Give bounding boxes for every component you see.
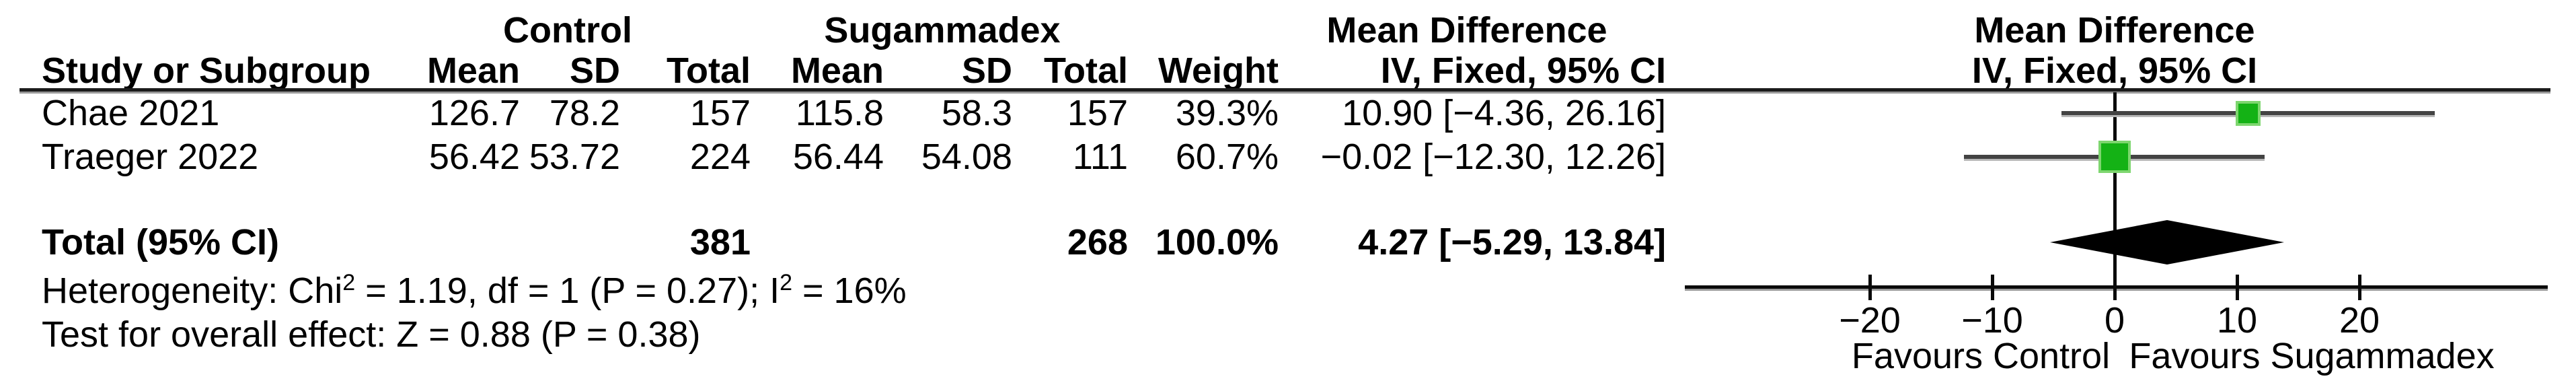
heterogeneity-line: Heterogeneity: Chi2 = 1.19, df = 1 (P = … (42, 270, 907, 311)
axis-tick-label: 20 (2339, 300, 2380, 341)
row-weight: 60.7% (1175, 137, 1279, 177)
col-header-study: Study or Subgroup (42, 50, 371, 91)
row-mean-sugammadex: 56.44 (792, 137, 884, 177)
col-header-weight: Weight (1158, 50, 1279, 91)
row-weight: 39.3% (1175, 93, 1279, 133)
group-header-md-text: Mean Difference (1326, 10, 1607, 50)
row-mean-control: 126.7 (428, 93, 520, 133)
effect-square (2098, 141, 2131, 173)
col-header-total-sugammadex: Total (1044, 50, 1128, 91)
axis-tick-mark (2236, 275, 2239, 300)
favours-left-label: Favours Control (1851, 336, 2111, 376)
row-ci-estimate: −0.02 [−12.30, 12.26] (1320, 137, 1666, 177)
total-n-control: 381 (689, 222, 751, 262)
zero-effect-line (2113, 92, 2117, 300)
row-sd-control: 53.72 (529, 137, 620, 177)
chi-squared-superscript: 2 (342, 270, 356, 295)
axis-tick-label: −20 (1839, 300, 1901, 341)
axis-tick-mark (2358, 275, 2361, 300)
group-header-md-plot: Mean Difference (1974, 10, 2255, 50)
i-squared-superscript: 2 (780, 270, 793, 295)
header-rule (20, 88, 2550, 92)
group-header-sugammadex: Sugammadex (824, 10, 1061, 50)
axis-tick-label: 0 (2104, 300, 2125, 341)
col-header-sd-control: SD (569, 50, 620, 91)
row-total-sugammadex: 157 (1067, 93, 1128, 133)
row-total-control: 157 (689, 93, 751, 133)
group-header-control: Control (503, 10, 632, 50)
axis-tick-label: 10 (2216, 300, 2258, 341)
axis-tick-mark (2113, 275, 2117, 300)
row-sd-control: 78.2 (549, 93, 620, 133)
total-weight: 100.0% (1155, 222, 1279, 262)
total-ci-estimate: 4.27 [−5.29, 13.84] (1358, 222, 1666, 262)
row-sd-sugammadex: 54.08 (921, 137, 1012, 177)
axis-tick-mark (1991, 275, 1994, 300)
col-header-total-control: Total (667, 50, 751, 91)
row-ci-estimate: 10.90 [−4.36, 26.16] (1342, 93, 1666, 133)
col-header-ci-plot: IV, Fixed, 95% CI (1971, 50, 2258, 91)
row-mean-sugammadex: 115.8 (795, 93, 884, 133)
row-total-control: 224 (689, 137, 751, 177)
header-rule-shadow (20, 92, 2550, 94)
effect-square (2235, 100, 2261, 126)
row-sd-sugammadex: 58.3 (941, 93, 1012, 133)
favours-right-label: Favours Sugammadex (2129, 336, 2495, 376)
overall-effect-line: Test for overall effect: Z = 0.88 (P = 0… (42, 314, 701, 355)
col-header-sd-sugammadex: SD (961, 50, 1012, 91)
row-study-name: Traeger 2022 (42, 137, 259, 177)
total-n-sugammadex: 268 (1067, 222, 1128, 262)
col-header-ci-text: IV, Fixed, 95% CI (1380, 50, 1666, 91)
row-total-sugammadex: 111 (1072, 137, 1128, 177)
total-label: Total (95% CI) (42, 222, 280, 262)
col-header-mean-control: Mean (426, 50, 520, 91)
axis-tick-label: −10 (1961, 300, 2023, 341)
summary-diamond (2049, 220, 2284, 265)
col-header-mean-sugammadex: Mean (790, 50, 884, 91)
row-study-name: Chae 2021 (42, 93, 220, 133)
axis-tick-mark (1868, 275, 1872, 300)
row-mean-control: 56.42 (428, 137, 520, 177)
